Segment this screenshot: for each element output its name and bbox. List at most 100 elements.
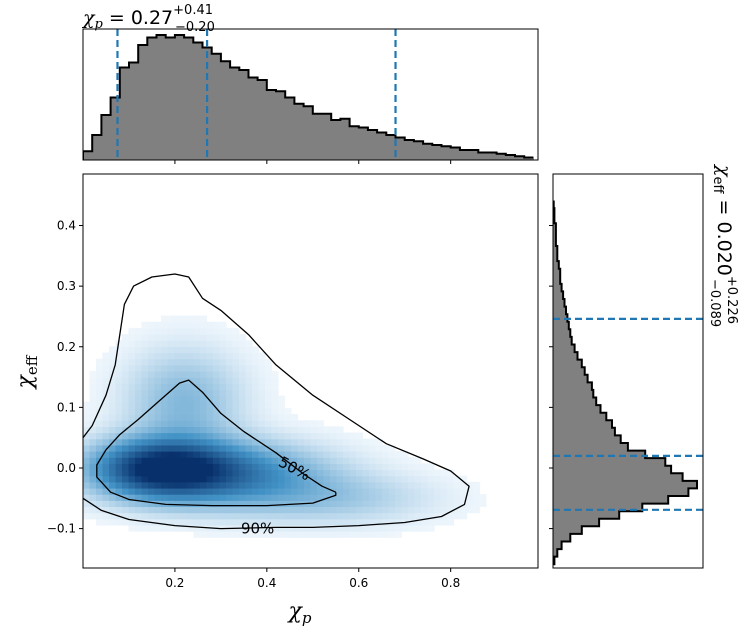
heatmap-cell <box>89 469 97 477</box>
heatmap-cell <box>310 475 318 483</box>
heatmap-cell <box>167 469 175 477</box>
heatmap-cell <box>245 426 253 434</box>
heatmap-cell <box>187 518 195 526</box>
heatmap-cell <box>226 383 234 391</box>
chi-eff-bar <box>553 382 592 391</box>
heatmap-cell <box>167 321 175 329</box>
heatmap-cell <box>232 340 240 347</box>
chi-eff-bar <box>553 283 562 292</box>
heatmap-cell <box>135 334 143 341</box>
heatmap-cell <box>395 481 403 489</box>
heatmap-cell <box>232 364 240 372</box>
heatmap-cell <box>356 475 364 483</box>
heatmap-cell <box>395 512 403 520</box>
heatmap-cell <box>291 444 299 452</box>
heatmap-cell <box>232 407 240 415</box>
heatmap-cell <box>291 518 299 526</box>
heatmap-cell <box>219 506 227 514</box>
heatmap-cell <box>174 475 182 483</box>
heatmap-cell <box>330 481 338 489</box>
heatmap-cell <box>362 524 370 532</box>
heatmap-cell <box>148 346 156 354</box>
heatmap-cell <box>291 469 299 477</box>
heatmap-cell <box>180 457 188 464</box>
heatmap-cell <box>265 358 273 366</box>
heatmap-cell <box>265 531 273 538</box>
heatmap-cell <box>362 487 370 495</box>
heatmap-cell <box>310 469 318 477</box>
heatmap-cell <box>226 438 234 446</box>
heatmap-cell <box>323 518 331 526</box>
heatmap-cell <box>135 407 143 415</box>
heatmap-cell <box>180 395 188 403</box>
heatmap-cell <box>356 500 364 508</box>
heatmap-cell <box>258 420 266 428</box>
heatmap-cell <box>382 487 390 495</box>
heatmap-cell <box>447 481 455 489</box>
chi-p-bar <box>156 35 167 160</box>
heatmap-cell <box>213 414 221 421</box>
heatmap-cell <box>89 432 97 440</box>
heatmap-cell <box>356 487 364 495</box>
heatmap-cell <box>343 457 351 464</box>
heatmap-cell <box>375 494 383 501</box>
heatmap-cell <box>109 432 117 440</box>
heatmap-cell <box>122 364 130 372</box>
heatmap-cell <box>193 457 201 464</box>
heatmap-cell <box>258 444 266 452</box>
heatmap-cell <box>200 451 208 458</box>
heatmap-cell <box>375 451 383 458</box>
chi-eff-bar <box>553 526 582 535</box>
heatmap-cell <box>187 407 195 415</box>
heatmap-cell <box>297 506 305 514</box>
heatmap-cell <box>96 438 104 446</box>
heatmap-cell <box>193 389 201 397</box>
heatmap-cell <box>154 407 162 415</box>
chi-p-bar <box>367 130 378 160</box>
heatmap-cell <box>278 475 286 483</box>
heatmap-cell <box>154 494 162 501</box>
heatmap-cell <box>362 444 370 452</box>
heatmap-cell <box>252 457 260 464</box>
heatmap-cell <box>252 420 260 428</box>
heatmap-cell <box>356 444 364 452</box>
heatmap-cell <box>323 426 331 434</box>
heatmap-cell <box>200 512 208 520</box>
heatmap-cell <box>297 487 305 495</box>
heatmap-cell <box>382 518 390 526</box>
heatmap-cell <box>278 420 286 428</box>
heatmap-cell <box>200 494 208 501</box>
heatmap-cell <box>141 512 149 520</box>
heatmap-cell <box>278 518 286 526</box>
heatmap-cell <box>245 487 253 495</box>
heatmap-cell <box>252 506 260 514</box>
heatmap-cell <box>336 494 344 501</box>
heatmap-cell <box>245 401 253 409</box>
heatmap-cell <box>258 469 266 477</box>
heatmap-cell <box>284 481 292 489</box>
heatmap-cell <box>148 377 156 384</box>
heatmap-cell <box>83 463 91 471</box>
heatmap-cell <box>271 518 279 526</box>
heatmap-cell <box>349 469 357 477</box>
heatmap-cell <box>83 451 91 458</box>
heatmap-cell <box>154 487 162 495</box>
heatmap-cell <box>375 531 383 538</box>
chi-p-bar <box>404 140 415 160</box>
heatmap-cell <box>115 358 123 366</box>
heatmap-cell <box>122 438 130 446</box>
chi-eff-bar <box>553 442 628 451</box>
heatmap-cell <box>213 494 221 501</box>
heatmap-cell <box>122 377 130 384</box>
heatmap-cell <box>167 444 175 452</box>
heatmap-cell <box>174 389 182 397</box>
heatmap-cell <box>206 438 214 446</box>
heatmap-cell <box>167 432 175 440</box>
heatmap-cell <box>154 321 162 329</box>
heatmap-cell <box>200 531 208 538</box>
chi-eff-bar <box>553 458 666 467</box>
joint-frame <box>82 173 539 569</box>
heatmap-cell <box>323 481 331 489</box>
heatmap-cell <box>226 377 234 384</box>
heatmap-cell <box>135 438 143 446</box>
